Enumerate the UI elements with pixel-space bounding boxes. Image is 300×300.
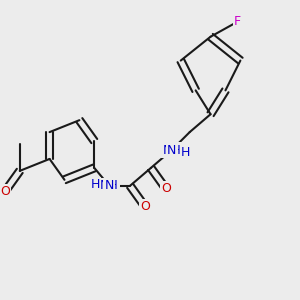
- Text: NH: NH: [162, 143, 181, 157]
- Text: O: O: [0, 185, 10, 198]
- Text: N: N: [167, 143, 176, 157]
- Text: O: O: [0, 185, 10, 198]
- Text: NH: NH: [100, 179, 118, 192]
- Text: F: F: [234, 15, 241, 28]
- Text: O: O: [161, 182, 171, 195]
- Text: H: H: [181, 146, 190, 160]
- Text: H: H: [91, 178, 101, 191]
- Text: O: O: [140, 200, 150, 213]
- Text: O: O: [140, 200, 150, 213]
- Text: O: O: [161, 182, 171, 195]
- Text: F: F: [234, 15, 241, 28]
- Text: N: N: [104, 179, 114, 192]
